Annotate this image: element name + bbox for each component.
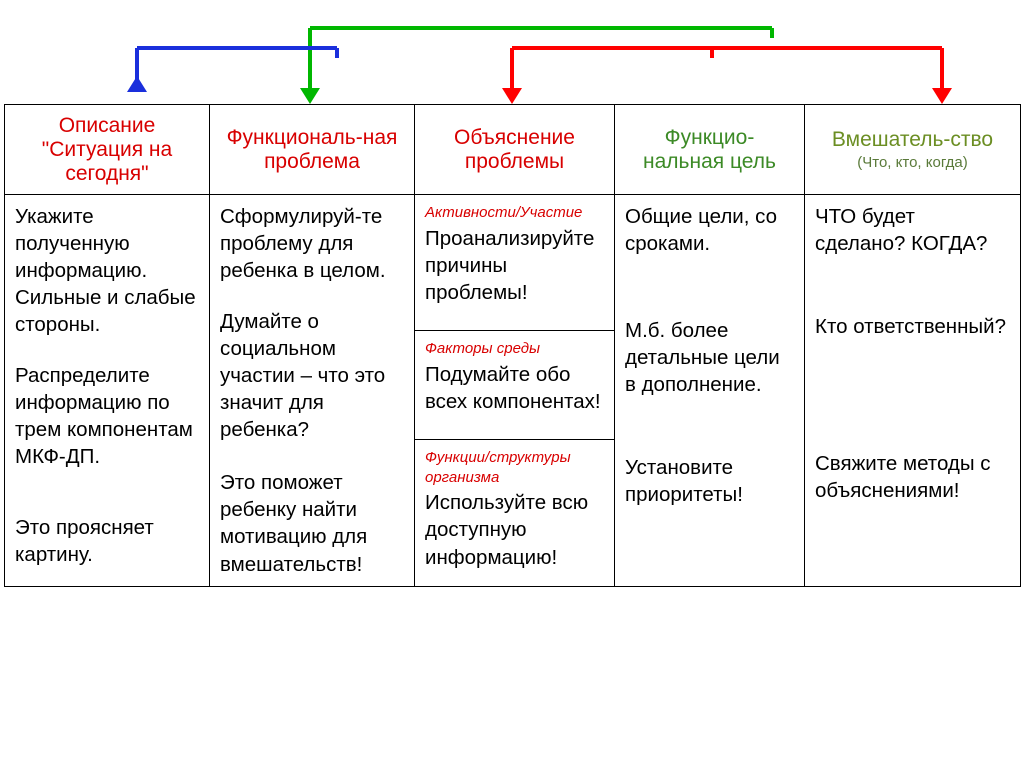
cell-block: М.б. более детальные цели в дополнение.: [625, 317, 794, 398]
block-text: Проанализируйте причины проблемы!: [425, 227, 594, 304]
block-text: М.б. более детальные цели в дополнение.: [625, 319, 780, 396]
cell-block: Думайте о социальном участии – что это з…: [220, 308, 404, 443]
block-text: Подумайте обо всех компонентах!: [425, 363, 601, 413]
header-line: Объяснение проблемы: [425, 126, 604, 174]
block-label: Функции/структуры организма: [425, 448, 604, 488]
column-1: Сформулируй-те проблему для ребенка в це…: [210, 195, 415, 587]
block-text: Общие цели, со сроками.: [625, 205, 777, 255]
header-line: Функцио-нальная цель: [625, 126, 794, 174]
block-label: Активности/Участие: [425, 203, 604, 223]
block-text: ЧТО будет сделано? КОГДА?: [815, 205, 987, 255]
block-text: Кто ответственный?: [815, 315, 1006, 338]
column-header-0: Описание"Ситуация на сегодня": [5, 105, 210, 195]
column-2: Активности/Участие Проанализируйте причин…: [415, 195, 615, 587]
cell-block: Это поможет ребенку найти мотивацию для …: [220, 469, 404, 577]
cell-block: Функции/структуры организмаИспользуйте в…: [415, 439, 614, 571]
block-text: Установите приоритеты!: [625, 456, 743, 506]
cell-block: Общие цели, со сроками.: [625, 203, 794, 257]
column-header-4: Вмешатель-ство (Что, кто, когда): [805, 105, 1021, 195]
cell-block: Укажите полученную информацию. Сильные и…: [15, 203, 199, 338]
flow-arrows: [0, 0, 1024, 110]
cell-block: Это проясняет картину.: [15, 514, 199, 568]
cell-block: ЧТО будет сделано? КОГДА?: [815, 203, 1010, 257]
block-text: Сформулируй-те проблему для ребенка в це…: [220, 205, 386, 282]
block-text: Это проясняет картину.: [15, 516, 154, 566]
block-text: Думайте о социальном участии – что это з…: [220, 310, 385, 441]
table-body-row: Укажите полученную информацию. Сильные и…: [5, 195, 1021, 587]
table-header-row: Описание"Ситуация на сегодня"Функциональ…: [5, 105, 1021, 195]
block-text: Используйте всю доступную информацию!: [425, 491, 588, 568]
cell-block: Сформулируй-те проблему для ребенка в це…: [220, 203, 404, 284]
planning-table: Описание"Ситуация на сегодня"Функциональ…: [4, 104, 1021, 587]
block-text: Это поможет ребенку найти мотивацию для …: [220, 471, 367, 575]
header-line: Описание: [15, 114, 199, 138]
column-header-2: Объяснение проблемы: [415, 105, 615, 195]
cell-block: Факторы среды Подумайте обо всех компонен…: [415, 330, 614, 415]
column-3: Общие цели, со сроками. М.б. более деталь…: [615, 195, 805, 587]
cell-block: Установите приоритеты!: [625, 454, 794, 508]
cell-block: Распределите информацию по трем компонен…: [15, 362, 199, 470]
block-text: Свяжите методы с объяснениями!: [815, 452, 991, 502]
header-line: Функциональ-ная проблема: [220, 126, 404, 174]
block-text: Укажите полученную информацию. Сильные и…: [15, 205, 196, 336]
cell-block: Активности/Участие Проанализируйте причин…: [425, 203, 604, 306]
cell-block: Свяжите методы с объяснениями!: [815, 450, 1010, 504]
block-text: Распределите информацию по трем компонен…: [15, 364, 193, 468]
header-line: "Ситуация на сегодня": [15, 138, 199, 186]
column-4: ЧТО будет сделано? КОГДА? Кто ответственн…: [805, 195, 1021, 587]
column-header-1: Функциональ-ная проблема: [210, 105, 415, 195]
column-header-3: Функцио-нальная цель: [615, 105, 805, 195]
cell-block: Кто ответственный?: [815, 313, 1010, 340]
header-subnote: (Что, кто, когда): [815, 154, 1010, 171]
column-0: Укажите полученную информацию. Сильные и…: [5, 195, 210, 587]
header-line: Вмешатель-ство: [815, 128, 1010, 152]
block-label: Факторы среды: [425, 339, 604, 359]
